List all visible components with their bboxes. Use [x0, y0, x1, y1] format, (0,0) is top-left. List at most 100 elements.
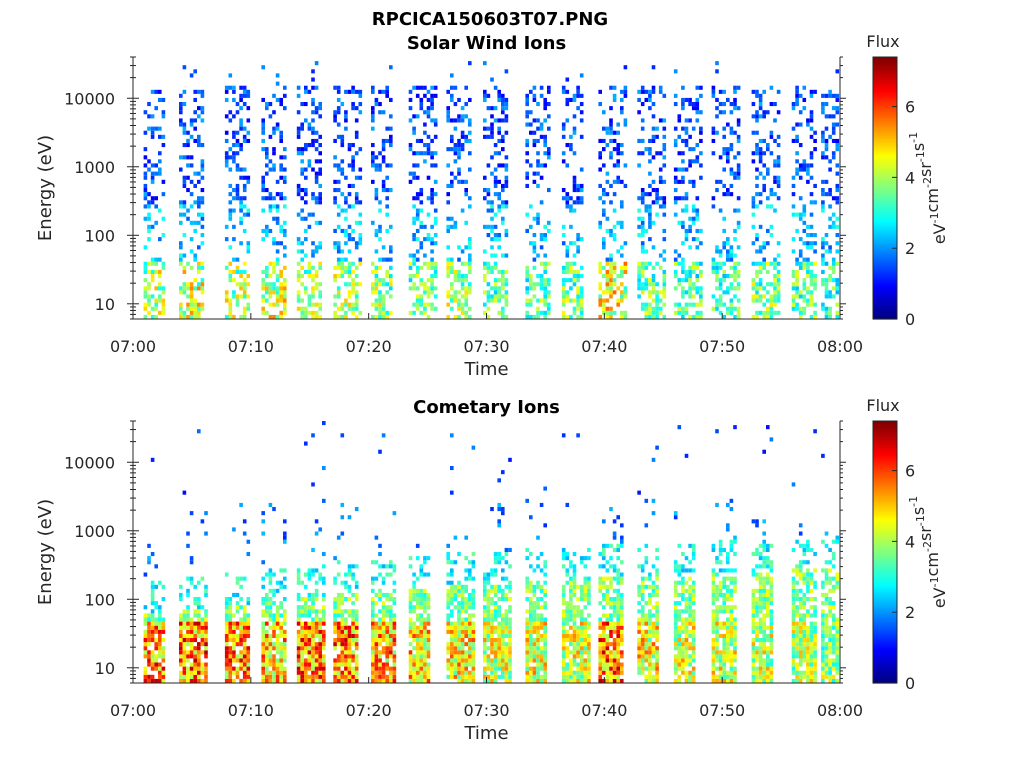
flux-cell	[711, 151, 716, 156]
flux-cell	[265, 605, 269, 610]
flux-cell	[371, 597, 375, 602]
flux-cell	[296, 183, 301, 188]
flux-cell	[423, 560, 427, 565]
flux-cell	[340, 654, 345, 659]
flux-cell	[576, 249, 580, 254]
flux-cell	[261, 286, 265, 291]
flux-cell	[547, 126, 551, 131]
flux-cell	[389, 572, 393, 577]
flux-cell	[640, 286, 645, 291]
flux-cell	[415, 274, 420, 279]
flux-cell	[490, 237, 494, 242]
flux-cell	[483, 126, 487, 131]
flux-cell	[547, 290, 551, 295]
flux-cell	[415, 212, 420, 217]
flux-cell	[261, 138, 265, 143]
flux-cell	[351, 601, 355, 606]
flux-cell	[307, 261, 312, 266]
flux-cell	[813, 286, 817, 291]
flux-cell	[189, 580, 194, 585]
flux-cell	[371, 179, 375, 184]
flux-cell	[579, 200, 584, 205]
flux-cell	[508, 621, 512, 626]
flux-cell	[389, 613, 393, 618]
flux-cell	[486, 163, 491, 168]
flux-cell	[193, 278, 197, 283]
flux-cell	[351, 159, 355, 164]
flux-cell	[239, 617, 243, 622]
flux-cell	[828, 306, 832, 311]
flux-cell	[497, 507, 501, 512]
x-tick-label: 07:40	[581, 337, 627, 356]
colorbar-segment	[873, 222, 897, 226]
flux-cell	[228, 298, 233, 303]
flux-cell	[412, 629, 416, 634]
flux-cell	[408, 666, 413, 671]
flux-cell	[351, 678, 355, 683]
flux-cell	[371, 601, 375, 606]
flux-cell	[662, 155, 667, 160]
flux-cell	[333, 85, 337, 90]
flux-cell	[385, 650, 389, 655]
flux-cell	[602, 110, 606, 115]
flux-cell	[179, 110, 183, 115]
flux-cell	[457, 642, 461, 647]
flux-cell	[483, 654, 487, 659]
flux-cell	[412, 302, 416, 307]
flux-cell	[446, 290, 450, 295]
flux-cell	[426, 212, 431, 217]
flux-cell	[576, 298, 580, 303]
flux-cell	[493, 638, 498, 643]
flux-cell	[684, 204, 689, 209]
flux-cell	[529, 650, 533, 655]
flux-cell	[381, 138, 386, 143]
flux-cell	[569, 241, 573, 246]
flux-cell	[651, 179, 656, 184]
flux-cell	[374, 650, 379, 655]
flux-cell	[385, 633, 389, 638]
flux-cell	[322, 654, 326, 659]
flux-cell	[828, 245, 832, 250]
flux-cell	[497, 298, 501, 303]
flux-cell	[378, 678, 382, 683]
flux-cell	[547, 310, 551, 315]
flux-cell	[493, 294, 498, 299]
flux-cell	[497, 642, 501, 647]
flux-cell	[228, 605, 233, 610]
flux-cell	[385, 85, 389, 90]
flux-cell	[265, 228, 269, 233]
flux-cell	[501, 654, 505, 659]
flux-cell	[378, 642, 382, 647]
flux-cell	[426, 601, 431, 606]
flux-cell	[525, 143, 529, 148]
flux-cell	[684, 130, 689, 135]
flux-cell	[532, 642, 537, 647]
flux-cell	[798, 167, 803, 172]
flux-cell	[336, 204, 341, 209]
flux-cell	[504, 102, 509, 107]
flux-cell	[426, 110, 431, 115]
flux-cell	[179, 245, 183, 250]
flux-cell	[232, 670, 236, 675]
flux-cell	[318, 633, 322, 638]
flux-cell	[268, 208, 273, 213]
flux-cell	[239, 118, 243, 123]
flux-cell	[773, 278, 777, 283]
flux-cell	[806, 265, 810, 270]
flux-cell	[419, 658, 424, 663]
flux-cell	[314, 147, 319, 152]
flux-cell	[561, 134, 566, 139]
flux-cell	[579, 642, 584, 647]
flux-cell	[272, 261, 276, 266]
flux-cell	[272, 151, 276, 156]
flux-cell	[736, 314, 741, 319]
flux-cell	[718, 278, 723, 283]
flux-cell	[314, 666, 319, 671]
flux-cell	[718, 249, 723, 254]
flux-cell	[143, 192, 148, 197]
flux-cell	[565, 249, 570, 254]
flux-cell	[729, 143, 734, 148]
flux-cell	[378, 282, 382, 287]
flux-cell	[446, 658, 450, 663]
flux-cell	[644, 249, 649, 254]
